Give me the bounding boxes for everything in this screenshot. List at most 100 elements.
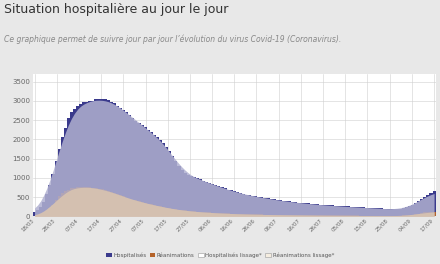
Bar — [383, 209, 386, 216]
Bar — [233, 214, 236, 216]
Bar — [242, 194, 245, 216]
Bar — [251, 214, 254, 216]
Bar — [137, 201, 140, 216]
Bar — [417, 201, 420, 216]
Bar — [411, 205, 414, 216]
Bar — [291, 215, 294, 216]
Bar — [313, 215, 316, 216]
Bar — [190, 211, 193, 216]
Bar — [180, 210, 183, 216]
Bar — [214, 185, 217, 216]
Bar — [159, 206, 162, 216]
Bar — [276, 200, 279, 216]
Bar — [76, 106, 79, 216]
Bar — [202, 212, 205, 216]
Bar — [95, 188, 98, 216]
Bar — [73, 188, 76, 216]
Bar — [162, 207, 165, 216]
Bar — [257, 214, 260, 216]
Bar — [340, 215, 343, 216]
Bar — [423, 197, 426, 216]
Bar — [79, 187, 82, 216]
Bar — [291, 202, 294, 216]
Bar — [310, 204, 313, 216]
Bar — [51, 205, 55, 216]
Bar — [51, 174, 55, 216]
Bar — [248, 195, 251, 216]
Bar — [239, 193, 242, 216]
Bar — [125, 112, 128, 216]
Bar — [334, 215, 337, 216]
Bar — [245, 195, 248, 216]
Bar — [420, 213, 423, 216]
Bar — [433, 211, 436, 216]
Bar — [282, 215, 285, 216]
Bar — [285, 215, 288, 216]
Bar — [98, 99, 101, 216]
Bar — [328, 205, 331, 216]
Bar — [334, 206, 337, 216]
Bar — [359, 215, 362, 216]
Bar — [343, 215, 346, 216]
Bar — [116, 194, 119, 216]
Bar — [301, 203, 304, 216]
Bar — [183, 210, 187, 216]
Bar — [79, 104, 82, 216]
Bar — [343, 206, 346, 216]
Bar — [288, 201, 291, 216]
Bar — [174, 209, 177, 216]
Bar — [346, 206, 349, 216]
Bar — [199, 180, 202, 216]
Bar — [365, 208, 368, 216]
Bar — [411, 215, 414, 216]
Bar — [150, 204, 153, 216]
Bar — [156, 138, 159, 216]
Bar — [153, 135, 156, 216]
Bar — [177, 166, 180, 216]
Legend: Hospitalisés, Réanimations, Hospitalisés lissage*, Réanimations lissage*: Hospitalisés, Réanimations, Hospitalisés… — [104, 250, 336, 260]
Bar — [58, 149, 61, 216]
Bar — [254, 196, 257, 216]
Bar — [143, 128, 147, 216]
Bar — [331, 215, 334, 216]
Bar — [67, 118, 70, 216]
Bar — [408, 206, 411, 216]
Bar — [64, 191, 67, 216]
Bar — [55, 200, 58, 216]
Bar — [233, 191, 236, 216]
Bar — [95, 99, 98, 216]
Bar — [214, 213, 217, 216]
Bar — [405, 215, 408, 216]
Bar — [42, 202, 45, 216]
Bar — [168, 151, 171, 216]
Bar — [288, 215, 291, 216]
Bar — [211, 213, 214, 216]
Bar — [285, 201, 288, 216]
Bar — [196, 178, 199, 216]
Bar — [67, 190, 70, 216]
Bar — [119, 195, 122, 216]
Bar — [325, 215, 328, 216]
Bar — [349, 207, 352, 216]
Bar — [174, 161, 177, 216]
Bar — [36, 215, 39, 216]
Bar — [104, 190, 107, 216]
Bar — [414, 214, 417, 216]
Bar — [104, 99, 107, 216]
Bar — [389, 209, 392, 216]
Bar — [196, 211, 199, 216]
Bar — [236, 192, 239, 216]
Bar — [307, 215, 310, 216]
Bar — [264, 198, 267, 216]
Bar — [132, 118, 134, 216]
Bar — [132, 200, 134, 216]
Bar — [331, 205, 334, 216]
Bar — [273, 215, 276, 216]
Bar — [70, 112, 73, 216]
Bar — [165, 208, 168, 216]
Bar — [36, 210, 39, 216]
Bar — [297, 215, 301, 216]
Bar — [190, 176, 193, 216]
Bar — [220, 213, 224, 216]
Bar — [282, 201, 285, 216]
